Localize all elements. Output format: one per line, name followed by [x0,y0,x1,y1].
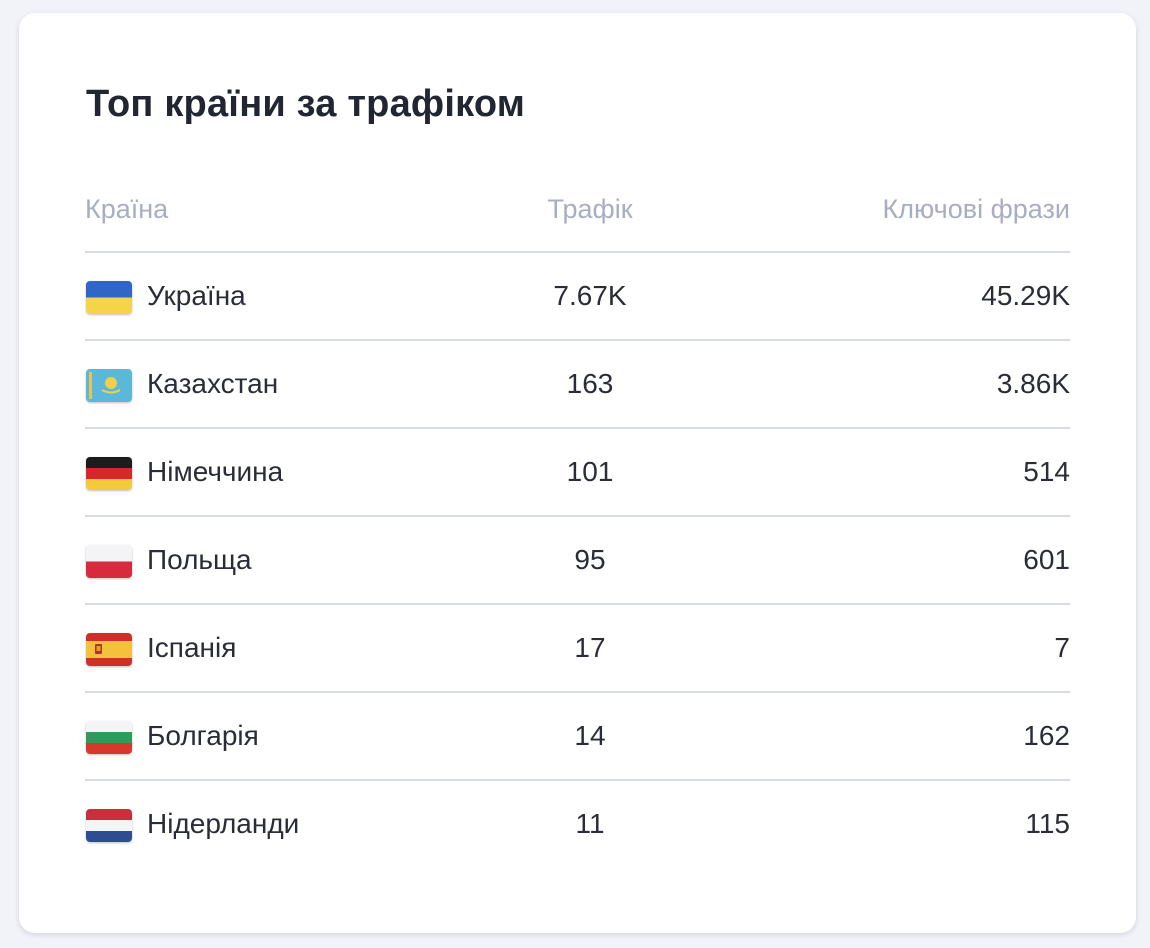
ukraine-flag-icon [86,281,132,314]
column-header-keywords[interactable]: Ключові фрази [882,194,1070,224]
table-row[interactable]: Казахстан 163 3.86K [85,341,1070,429]
keywords-value: 601 [1023,544,1070,575]
netherlands-flag-icon [86,809,132,842]
country-name: Польща [147,544,252,575]
traffic-value: 163 [566,368,614,399]
poland-flag-icon [86,545,132,578]
germany-flag-icon [86,457,132,490]
traffic-value: 101 [566,456,614,487]
keywords-value: 45.29K [981,280,1070,311]
column-header-country[interactable]: Країна [85,194,169,224]
column-header-traffic[interactable]: Трафік [547,194,633,224]
table-row[interactable]: Іспанія 17 7 [85,605,1070,693]
kazakhstan-flag-icon [86,369,132,402]
table-row[interactable]: Польща 95 601 [85,517,1070,605]
keywords-value: 7 [1054,632,1070,663]
keywords-value: 115 [1025,808,1070,839]
country-name: Німеччина [147,456,284,487]
traffic-value: 14 [574,720,606,751]
card-title: Топ країни за трафіком [86,83,526,125]
country-name: Україна [147,280,246,311]
table-header: Країна Трафік Ключові фрази [85,178,1070,253]
table-row[interactable]: Нідерланди 11 115 [85,781,1070,869]
spain-flag-icon [86,633,132,666]
traffic-value: 95 [574,544,606,575]
keywords-value: 3.86K [996,368,1070,399]
traffic-value: 11 [575,808,605,839]
country-name: Казахстан [147,368,279,399]
table-row[interactable]: Німеччина 101 514 [85,429,1070,517]
table-row[interactable]: Болгарія 14 162 [85,693,1070,781]
countries-table: Країна Трафік Ключові фрази Україна 7.67… [85,178,1070,869]
country-name: Болгарія [147,720,259,751]
traffic-value: 7.67K [553,280,627,311]
table-row[interactable]: Україна 7.67K 45.29K [85,253,1070,341]
keywords-value: 514 [1023,456,1070,487]
country-name: Нідерланди [147,808,300,839]
traffic-value: 17 [574,632,606,663]
top-countries-card: Топ країни за трафіком Країна Трафік Клю… [19,13,1136,933]
bulgaria-flag-icon [86,721,132,754]
keywords-value: 162 [1023,720,1070,751]
country-name: Іспанія [147,632,237,663]
